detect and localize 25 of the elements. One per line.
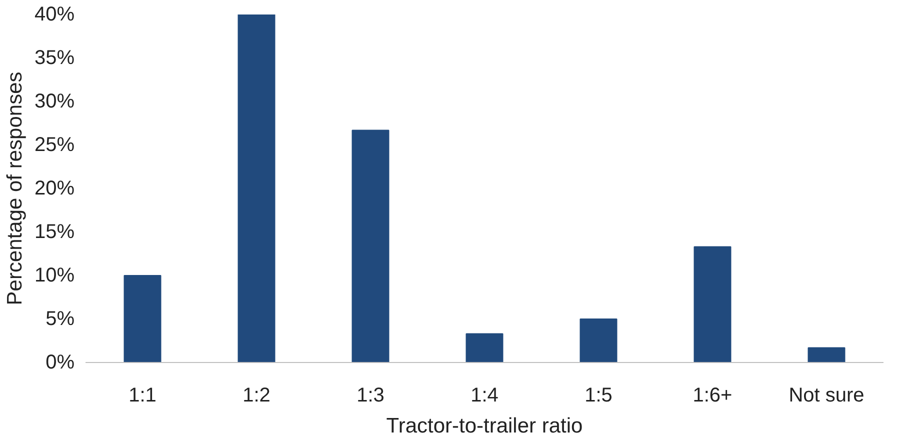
- y-tick-label: 15%: [34, 221, 75, 243]
- x-tick-label: 1:1: [128, 384, 156, 406]
- bar: [580, 318, 618, 362]
- x-tick-label: 1:5: [584, 384, 612, 406]
- x-tick-label: Not sure: [788, 384, 864, 406]
- y-tick-label: 40%: [34, 4, 75, 26]
- x-tick-label: 1:3: [356, 384, 384, 406]
- bar: [694, 246, 732, 362]
- y-tick-label: 20%: [34, 178, 75, 200]
- y-tick-label: 0%: [46, 352, 75, 374]
- x-tick-label: 1:6+: [692, 384, 732, 406]
- y-tick-label: 5%: [46, 308, 75, 330]
- y-axis-title: Percentage of responses: [3, 72, 26, 306]
- bar: [352, 130, 390, 362]
- bar: [466, 333, 504, 362]
- y-tick-label: 35%: [34, 47, 75, 69]
- bar: [238, 14, 276, 362]
- bar: [808, 347, 846, 362]
- y-tick-label: 10%: [34, 264, 75, 286]
- bar: [124, 275, 162, 362]
- x-tick-label: 1:4: [470, 384, 498, 406]
- x-tick-label: 1:2: [242, 384, 270, 406]
- x-axis-title: Tractor-to-trailer ratio: [386, 414, 583, 438]
- y-tick-label: 25%: [34, 134, 75, 156]
- y-tick-label: 30%: [34, 90, 75, 112]
